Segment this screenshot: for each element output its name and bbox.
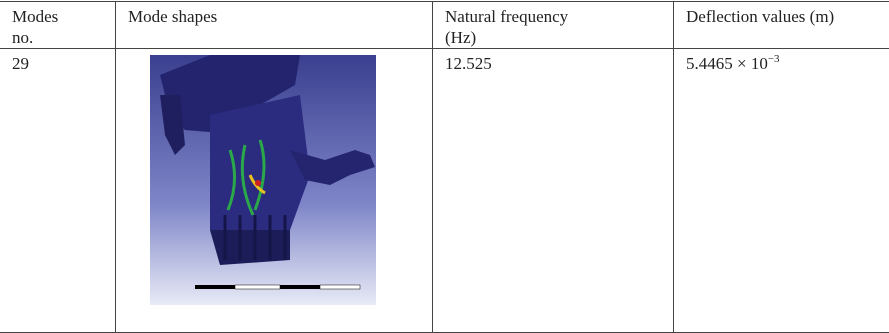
shape-cell xyxy=(116,49,433,333)
table-body: 29 xyxy=(0,49,889,333)
mode-shape-image xyxy=(150,55,376,305)
header-text: Natural frequency (Hz) xyxy=(445,6,595,48)
header-row: Modes no. Mode shapes Natural frequency … xyxy=(0,2,889,49)
header-cell: Modes no. xyxy=(0,2,116,49)
header-cell: Mode shapes xyxy=(116,2,433,49)
header-cell: Deflection values (m) xyxy=(674,2,889,49)
deflection-mantissa: 5.4465 × 10 xyxy=(686,54,768,73)
header-cell: Natural frequency (Hz) xyxy=(433,2,674,49)
page: Modes no. Mode shapes Natural frequency … xyxy=(0,0,889,331)
frequency-cell: 12.525 xyxy=(433,49,674,333)
mode-table: Modes no. Mode shapes Natural frequency … xyxy=(0,1,889,333)
table-header: Modes no. Mode shapes Natural frequency … xyxy=(0,2,889,49)
deflection-exponent: −3 xyxy=(768,53,780,65)
mode-cell: 29 xyxy=(0,49,116,333)
header-text: Mode shapes xyxy=(128,7,217,26)
table-row: 29 xyxy=(0,49,889,333)
header-text: Deflection values (m) xyxy=(686,6,846,27)
deflection-cell: 5.4465 × 10−3 xyxy=(674,49,889,333)
header-text: Modes no. xyxy=(12,6,72,48)
